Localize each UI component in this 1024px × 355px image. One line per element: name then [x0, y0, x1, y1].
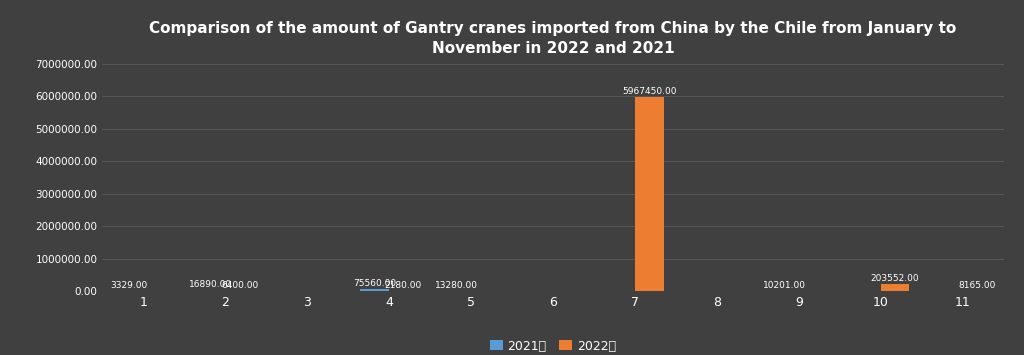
Text: 3329.00: 3329.00: [111, 281, 147, 290]
Legend: 2021年, 2022年: 2021年, 2022年: [485, 334, 621, 355]
Text: 8165.00: 8165.00: [958, 281, 995, 290]
Title: Comparison of the amount of Gantry cranes imported from China by the Chile from : Comparison of the amount of Gantry crane…: [150, 21, 956, 56]
Text: 13280.00: 13280.00: [435, 280, 478, 290]
Bar: [197, 290, 225, 291]
Text: 75560.00: 75560.00: [353, 279, 396, 288]
Text: 10201.00: 10201.00: [763, 281, 806, 290]
Text: 16890.00: 16890.00: [189, 280, 232, 289]
Text: 5967450.00: 5967450.00: [622, 87, 677, 96]
Text: 6400.00: 6400.00: [221, 281, 258, 290]
Text: 2180.00: 2180.00: [385, 281, 422, 290]
Bar: [360, 289, 389, 291]
Text: 203552.00: 203552.00: [870, 274, 920, 283]
Bar: [881, 284, 909, 291]
Bar: [635, 97, 664, 291]
